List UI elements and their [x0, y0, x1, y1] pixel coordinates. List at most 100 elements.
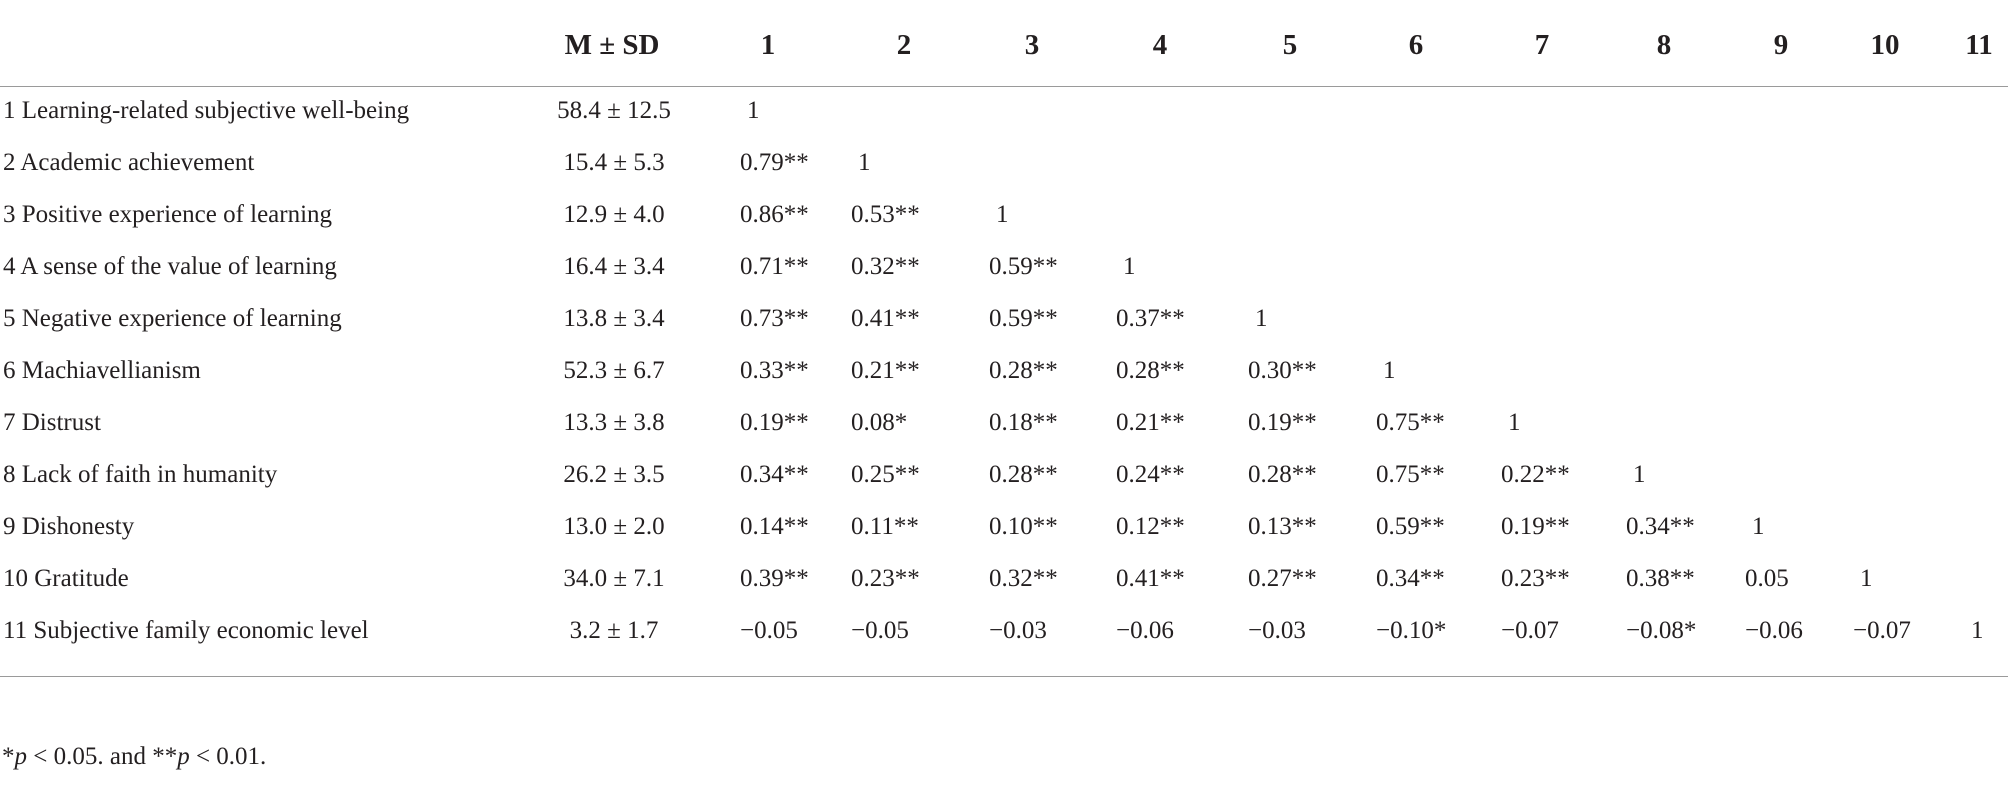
correlation-cell: 0.86**	[740, 201, 809, 228]
footnote: *p < 0.05. and **p < 0.01.	[2, 742, 266, 772]
correlation-cell: −0.07	[1853, 617, 1911, 644]
top-rule	[0, 86, 2008, 87]
mean-sd: 13.3 ± 3.8	[563, 409, 665, 436]
correlation-cell: 1	[1971, 617, 1984, 644]
correlation-cell: 0.10**	[989, 513, 1058, 540]
correlation-cell: 0.28**	[1116, 357, 1185, 384]
column-header: 8	[1656, 29, 1672, 61]
correlation-cell: 1	[1508, 409, 1521, 436]
correlation-cell: 0.33**	[740, 357, 809, 384]
correlation-cell: 0.38**	[1626, 565, 1695, 592]
correlation-cell: 0.19**	[1501, 513, 1570, 540]
correlation-cell: 0.73**	[740, 305, 809, 332]
correlation-cell: 0.34**	[1376, 565, 1445, 592]
correlation-cell: 0.59**	[989, 253, 1058, 280]
correlation-cell: 0.79**	[740, 149, 809, 176]
row-label: 2 Academic achievement	[3, 149, 255, 176]
correlation-cell: 0.75**	[1376, 409, 1445, 436]
correlation-cell: −0.06	[1116, 617, 1174, 644]
column-header: M ± SD	[564, 29, 660, 61]
footnote-part: *	[2, 743, 15, 770]
correlation-cell: 0.41**	[1116, 565, 1185, 592]
column-header: 4	[1152, 29, 1168, 61]
correlation-cell: 0.23**	[1501, 565, 1570, 592]
correlation-cell: 0.41**	[851, 305, 920, 332]
correlation-cell: −0.08*	[1626, 617, 1697, 644]
correlation-cell: 0.34**	[740, 461, 809, 488]
correlation-cell: 0.32**	[851, 253, 920, 280]
correlation-cell: 0.21**	[1116, 409, 1185, 436]
row-label: 8 Lack of faith in humanity	[3, 461, 278, 488]
correlation-cell: 0.28**	[989, 461, 1058, 488]
mean-sd: 13.0 ± 2.0	[563, 513, 665, 540]
correlation-cell: 1	[1255, 305, 1268, 332]
correlation-cell: 0.23**	[851, 565, 920, 592]
column-header: 6	[1408, 29, 1424, 61]
column-header: 10	[1870, 29, 1900, 61]
correlation-cell: 0.30**	[1248, 357, 1317, 384]
correlation-cell: 0.08*	[851, 409, 908, 436]
correlation-cell: −0.07	[1501, 617, 1559, 644]
column-header: 3	[1024, 29, 1040, 61]
correlation-cell: 1	[1383, 357, 1396, 384]
correlation-cell: 0.34**	[1626, 513, 1695, 540]
correlation-cell: 0.75**	[1376, 461, 1445, 488]
correlation-cell: 0.25**	[851, 461, 920, 488]
correlation-cell: 0.59**	[989, 305, 1058, 332]
correlation-cell: 0.53**	[851, 201, 920, 228]
bottom-rule	[0, 676, 2008, 677]
correlation-cell: 0.14**	[740, 513, 809, 540]
correlation-cell: 0.22**	[1501, 461, 1570, 488]
footnote-part: p	[14, 743, 28, 770]
row-label: 10 Gratitude	[3, 565, 129, 592]
correlation-cell: 0.37**	[1116, 305, 1185, 332]
row-label: 9 Dishonesty	[3, 513, 135, 540]
correlation-cell: 0.39**	[740, 565, 809, 592]
row-label: 7 Distrust	[3, 409, 101, 436]
correlation-cell: 0.24**	[1116, 461, 1185, 488]
column-header: 11	[1965, 29, 1993, 61]
correlation-cell: 0.21**	[851, 357, 920, 384]
mean-sd: 13.8 ± 3.4	[563, 305, 665, 332]
footnote-part: p	[177, 743, 190, 770]
column-header: 7	[1534, 29, 1550, 61]
footnote-part: < 0.01.	[189, 743, 267, 770]
correlation-cell: 0.18**	[989, 409, 1058, 436]
mean-sd: 12.9 ± 4.0	[563, 201, 665, 228]
mean-sd: 15.4 ± 5.3	[563, 149, 665, 176]
correlation-cell: 0.19**	[1248, 409, 1317, 436]
correlation-cell: 1	[1633, 461, 1646, 488]
correlation-cell: 0.27**	[1248, 565, 1317, 592]
row-label: 3 Positive experience of learning	[3, 201, 333, 228]
correlation-cell: −0.05	[851, 617, 909, 644]
correlation-cell: 0.71**	[740, 253, 809, 280]
correlation-cell: 1	[1860, 565, 1873, 592]
mean-sd: 3.2 ± 1.7	[569, 617, 659, 644]
correlation-cell: −0.10*	[1376, 617, 1447, 644]
correlation-cell: 0.59**	[1376, 513, 1445, 540]
column-header: 2	[896, 29, 912, 61]
mean-sd: 34.0 ± 7.1	[563, 565, 665, 592]
mean-sd: 16.4 ± 3.4	[563, 253, 665, 280]
correlation-cell: 0.12**	[1116, 513, 1185, 540]
correlation-cell: 0.28**	[989, 357, 1058, 384]
correlation-cell: 0.32**	[989, 565, 1058, 592]
row-label: 1 Learning-related subjective well-being	[3, 97, 410, 124]
row-label: 6 Machiavellianism	[3, 357, 201, 384]
correlation-cell: 1	[996, 201, 1009, 228]
row-label: 11 Subjective family economic level	[3, 617, 369, 644]
correlation-cell: 0.05	[1745, 565, 1789, 592]
correlation-cell: −0.06	[1745, 617, 1803, 644]
row-label: 5 Negative experience of learning	[3, 305, 342, 332]
correlation-cell: 0.13**	[1248, 513, 1317, 540]
column-header: 1	[760, 29, 776, 61]
correlation-cell: 1	[747, 97, 760, 124]
correlation-cell: −0.03	[989, 617, 1047, 644]
mean-sd: 26.2 ± 3.5	[563, 461, 665, 488]
column-header: 9	[1773, 29, 1789, 61]
column-header: 5	[1282, 29, 1298, 61]
correlation-cell: −0.03	[1248, 617, 1306, 644]
correlation-cell: 0.28**	[1248, 461, 1317, 488]
correlation-cell: 0.11**	[851, 513, 919, 540]
